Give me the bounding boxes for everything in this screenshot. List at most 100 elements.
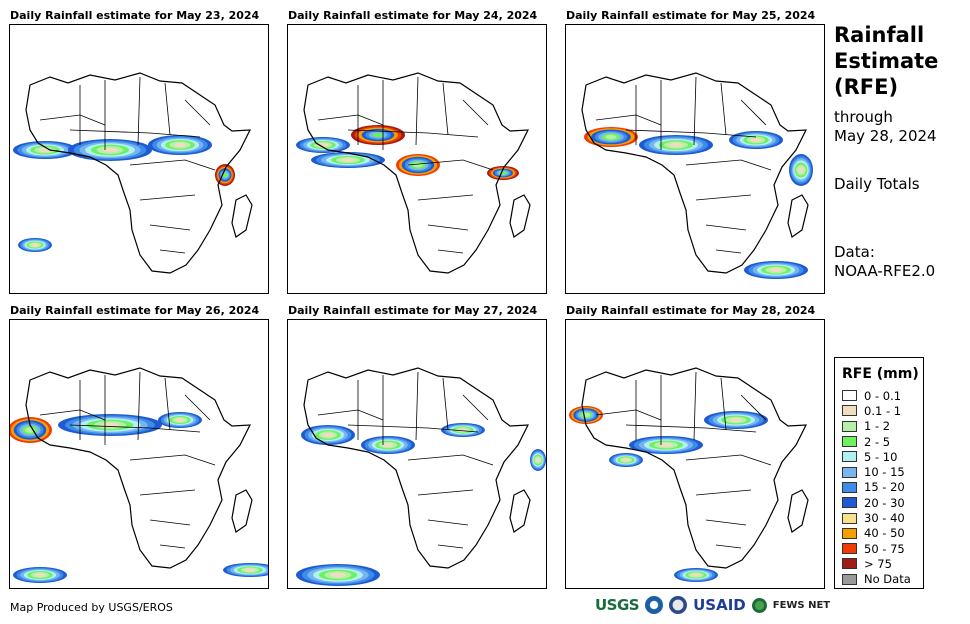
legend-item: 50 - 75 xyxy=(842,541,923,556)
rainfall-area xyxy=(605,134,617,140)
rainfall-area xyxy=(729,417,743,423)
legend-swatch xyxy=(842,420,857,432)
legend-item: 10 - 15 xyxy=(842,464,923,479)
product-title: Rainfall Estimate (RFE) xyxy=(834,23,939,99)
legend-item: > 75 xyxy=(842,556,923,571)
rainfall-area xyxy=(535,457,541,463)
rainfall-map-may-23 xyxy=(9,24,269,294)
country-border xyxy=(347,129,479,138)
country-border xyxy=(715,544,742,549)
country-border xyxy=(159,544,186,549)
madagascar-outline xyxy=(787,489,809,533)
data-label: Data: xyxy=(834,243,875,261)
legend-label: 0 - 0.1 xyxy=(864,388,902,403)
country-border xyxy=(164,377,171,431)
map-canvas xyxy=(569,367,809,582)
country-border xyxy=(347,424,479,433)
country-border xyxy=(695,489,752,496)
legend-label: 5 - 10 xyxy=(864,449,898,464)
africa-coastline xyxy=(581,72,807,274)
country-border xyxy=(685,454,772,466)
legend-label: 2 - 5 xyxy=(864,434,891,449)
country-border xyxy=(317,114,384,126)
africa-coastline xyxy=(303,367,529,569)
country-border xyxy=(129,159,216,171)
country-border xyxy=(417,194,474,201)
rainfall-area xyxy=(769,267,783,273)
rainfall-area xyxy=(691,573,701,577)
panel-title: Daily Rainfall estimate for May 25, 2024 xyxy=(566,9,816,22)
country-border xyxy=(149,224,191,231)
country-border xyxy=(415,76,419,146)
fews-globe-icon xyxy=(751,597,767,613)
rainfall-area xyxy=(175,418,185,422)
legend-swatch xyxy=(842,543,857,555)
usaid-logo: USAID xyxy=(693,596,746,614)
country-border xyxy=(462,99,489,126)
map-canvas xyxy=(581,72,813,279)
fews-net-logo: FEWS NET xyxy=(772,599,831,611)
country-border xyxy=(415,371,419,441)
country-border xyxy=(427,519,469,526)
noaa-logo-icon xyxy=(645,596,664,614)
country-border xyxy=(137,76,141,146)
africa-coastline xyxy=(25,72,251,274)
map-canvas xyxy=(13,72,253,274)
panel-title: Daily Rainfall estimate for May 28, 2024 xyxy=(566,304,816,317)
totals-label: Daily Totals xyxy=(834,175,920,193)
legend-item: 30 - 40 xyxy=(842,510,923,525)
country-border xyxy=(437,249,464,254)
legend-swatch xyxy=(842,558,857,570)
legend-label: 15 - 20 xyxy=(864,480,905,495)
legend-swatch xyxy=(842,405,857,417)
country-border xyxy=(417,489,474,496)
usda-seal-icon xyxy=(669,596,688,614)
rainfall-map-may-26 xyxy=(9,319,269,589)
legend-item: 1 - 2 xyxy=(842,419,923,434)
legend-swatch xyxy=(842,390,857,402)
country-border xyxy=(442,82,449,136)
panel-title: Daily Rainfall estimate for May 26, 2024 xyxy=(10,304,260,317)
country-border xyxy=(695,194,752,201)
legend-item: 0.1 - 1 xyxy=(842,403,923,418)
legend-item: No Data xyxy=(842,572,923,587)
legend-swatch xyxy=(842,512,857,524)
country-border xyxy=(595,114,662,126)
legend-label: 20 - 30 xyxy=(864,495,905,510)
legend-label: 50 - 75 xyxy=(864,541,905,556)
rainfall-area xyxy=(669,142,683,148)
country-border xyxy=(317,409,384,421)
legend-swatch xyxy=(842,481,857,493)
country-border xyxy=(462,394,489,421)
legend-label: No Data xyxy=(864,572,911,587)
rainfall-area xyxy=(621,458,631,462)
country-border xyxy=(595,409,662,421)
country-border xyxy=(705,519,747,526)
legend-item: 40 - 50 xyxy=(842,526,923,541)
legend-item: 2 - 5 xyxy=(842,434,923,449)
rainfall-area xyxy=(413,162,423,168)
rainfall-map-may-27 xyxy=(287,319,547,589)
rainfall-area xyxy=(382,442,394,448)
rainfall-area xyxy=(244,568,256,572)
legend-swatch xyxy=(842,497,857,509)
country-border xyxy=(625,129,757,138)
country-border xyxy=(705,224,747,231)
legend-label: 1 - 2 xyxy=(864,419,891,434)
country-border xyxy=(720,377,727,431)
rainfall-map-may-28 xyxy=(565,319,825,589)
legend-swatch xyxy=(842,573,857,585)
rainfall-area xyxy=(30,243,40,247)
rainfall-area xyxy=(330,572,346,578)
rainfall-area xyxy=(797,166,805,174)
madagascar-outline xyxy=(509,194,531,238)
rainfall-map-may-24 xyxy=(287,24,547,294)
country-border xyxy=(625,424,757,433)
africa-coastline xyxy=(581,367,807,569)
legend-item: 20 - 30 xyxy=(842,495,923,510)
usgs-logo: USGS xyxy=(595,596,640,614)
country-border xyxy=(442,377,449,431)
country-border xyxy=(437,544,464,549)
